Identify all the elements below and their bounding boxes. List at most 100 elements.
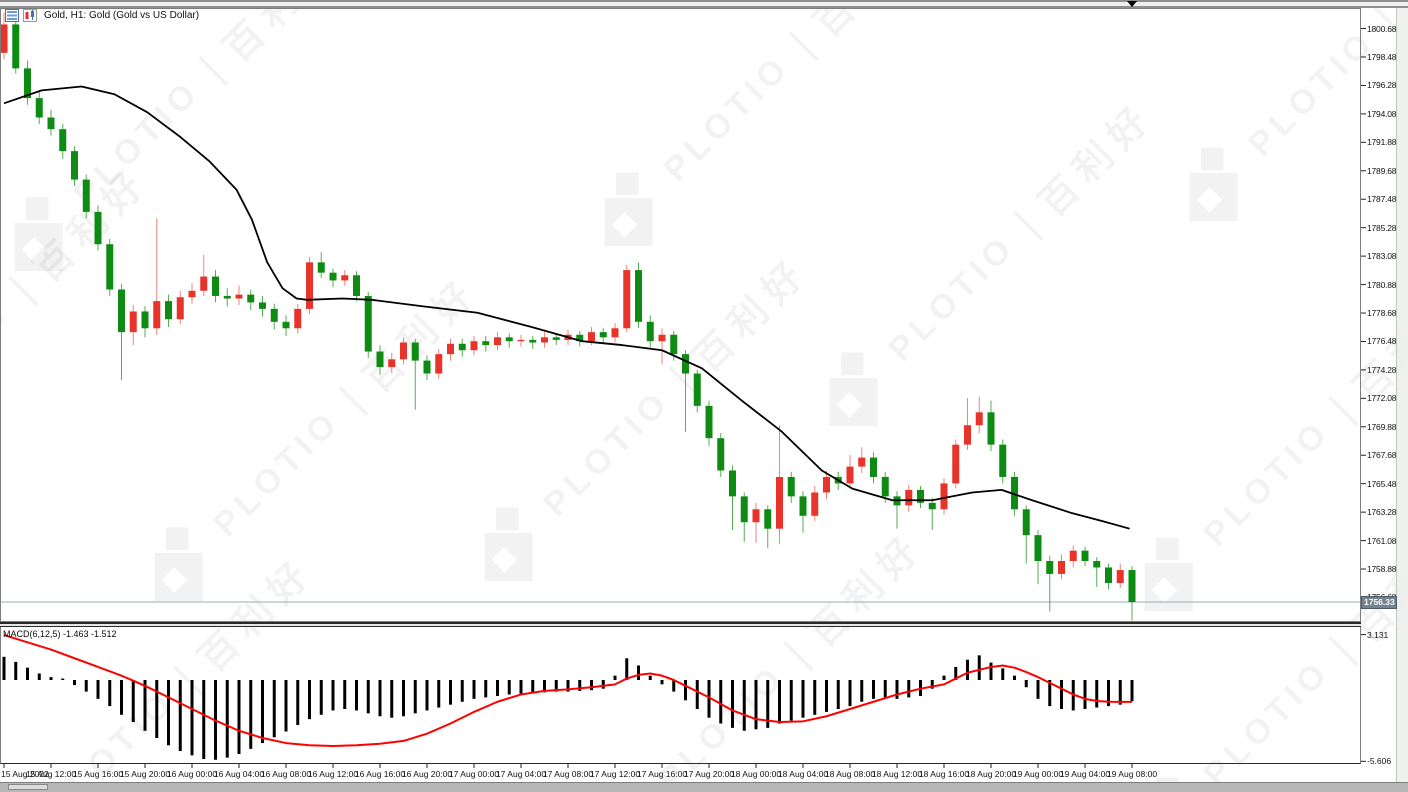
macd-axis-label: 3.131	[1367, 629, 1389, 640]
price-axis-label: 1796.28	[1367, 80, 1397, 91]
candle-body	[670, 334, 678, 355]
brand-watermark: PLOTIO|百利好	[0, 0, 358, 298]
candle-body	[94, 211, 102, 245]
candle-body	[717, 438, 725, 471]
plotio-logo-icon	[1144, 537, 1193, 612]
candle-body	[505, 337, 513, 342]
candle-body	[12, 24, 20, 69]
candle-body	[588, 332, 595, 342]
candle-body	[752, 509, 760, 523]
candle-body	[623, 270, 631, 329]
candlestick-series	[1, 12, 1136, 621]
time-axis-label: 17 Aug 12:00	[589, 769, 641, 779]
brand-watermark: PLOTIO|百利好	[122, 252, 498, 628]
time-axis-label: 16 Aug 12:00	[307, 769, 359, 779]
plotio-logo-icon	[484, 507, 533, 582]
candle-body	[1105, 567, 1112, 583]
candle-body	[987, 412, 995, 445]
brand-watermark: PLOTIO|百利好	[572, 0, 948, 273]
price-axis-label: 1794.08	[1367, 108, 1397, 119]
candle-body	[764, 509, 772, 529]
candle-body	[447, 343, 454, 355]
time-axis-label: 16 Aug 08:00	[260, 769, 312, 779]
macd-signal-line	[3, 634, 1133, 747]
candle-body	[858, 457, 866, 467]
horizontal-scrollbar[interactable]	[0, 782, 1408, 792]
candle-body	[1022, 509, 1030, 536]
candle-body	[940, 483, 948, 510]
price-axis-label: 1789.68	[1367, 165, 1397, 176]
candle-body	[341, 275, 349, 281]
time-axis-label: 17 Aug 04:00	[495, 769, 547, 779]
time-axis-label: 18 Aug 16:00	[918, 769, 970, 779]
price-axis-label: 1778.68	[1367, 308, 1397, 318]
chart-title: Gold, H1: Gold (Gold vs US Dollar)	[44, 10, 200, 21]
price-axis-label: 1769.88	[1367, 421, 1397, 432]
price-axis-label: 1776.48	[1367, 336, 1397, 347]
price-axis-label: 1787.48	[1367, 194, 1397, 205]
macd-histogram	[2, 655, 1134, 760]
time-axis-label: 17 Aug 08:00	[542, 769, 594, 779]
candle-body	[517, 339, 525, 342]
candle-body	[1081, 550, 1089, 562]
candle-body	[388, 359, 396, 368]
price-axis-label: 1763.28	[1367, 507, 1397, 518]
candle-body	[294, 308, 302, 329]
data-window-icon[interactable]	[5, 9, 19, 22]
candle-body	[411, 342, 419, 361]
candle-body	[47, 117, 55, 130]
window-right-edge	[1396, 0, 1408, 792]
price-axis-ticks	[1361, 28, 1366, 598]
candle-body	[729, 470, 736, 497]
candle-body	[705, 405, 713, 439]
candle-body	[999, 444, 1007, 477]
candle-body	[787, 476, 795, 497]
candle-body	[658, 334, 666, 342]
candle-body	[317, 262, 325, 273]
time-axis-label: 19 Aug 00:00	[1012, 769, 1064, 779]
candle-body	[799, 496, 807, 516]
brand-watermark: PLOTIO|百利好	[797, 77, 1173, 453]
chart-shift-marker-icon[interactable]	[1127, 1, 1137, 7]
chart-title-overlay: Gold, H1: Gold (Gold vs US Dollar)	[5, 9, 199, 22]
candle-body	[823, 476, 830, 493]
candle-body	[635, 270, 642, 322]
candle-body	[776, 476, 783, 529]
candle-body	[435, 354, 443, 374]
candle-body	[470, 341, 478, 351]
macd-indicator-pane[interactable]	[0, 627, 1361, 764]
candle-body	[611, 328, 619, 338]
candle-body	[870, 457, 877, 477]
candle-body	[329, 272, 337, 281]
price-axis-label: 1800.68	[1367, 23, 1397, 34]
candle-body	[576, 334, 584, 342]
price-axis-label: 1774.28	[1367, 364, 1397, 375]
time-axis[interactable]: 15 Aug 2022 15 Aug 12:00 15 Aug 16:00 15 Au…	[0, 764, 1361, 782]
candle-body	[270, 308, 278, 322]
candle-body	[952, 444, 960, 484]
price-chart-pane[interactable]	[0, 8, 1361, 622]
candle-body	[400, 342, 407, 360]
price-axis-label: 1783.08	[1367, 251, 1397, 262]
candle-body	[200, 276, 208, 291]
price-axis-label: 1780.88	[1367, 279, 1397, 290]
candle-body	[82, 179, 90, 212]
candle-body	[646, 321, 654, 342]
candle-body	[1011, 476, 1018, 510]
candle-body	[282, 321, 290, 329]
candle-body	[353, 275, 360, 296]
candle-body	[552, 337, 560, 340]
candle-body	[846, 466, 854, 484]
scrollbar-thumb[interactable]	[8, 784, 48, 790]
candle-body	[1, 24, 8, 53]
plotio-logo-icon	[154, 527, 203, 602]
pane-splitter[interactable]	[0, 622, 1361, 627]
price-axis-label: 1791.88	[1367, 137, 1397, 148]
one-click-trading-icon[interactable]	[23, 9, 37, 22]
candle-body	[905, 489, 913, 506]
candle-body	[106, 244, 114, 290]
time-axis-label: 16 Aug 00:00	[166, 769, 218, 779]
time-axis-label: 17 Aug 20:00	[683, 769, 735, 779]
